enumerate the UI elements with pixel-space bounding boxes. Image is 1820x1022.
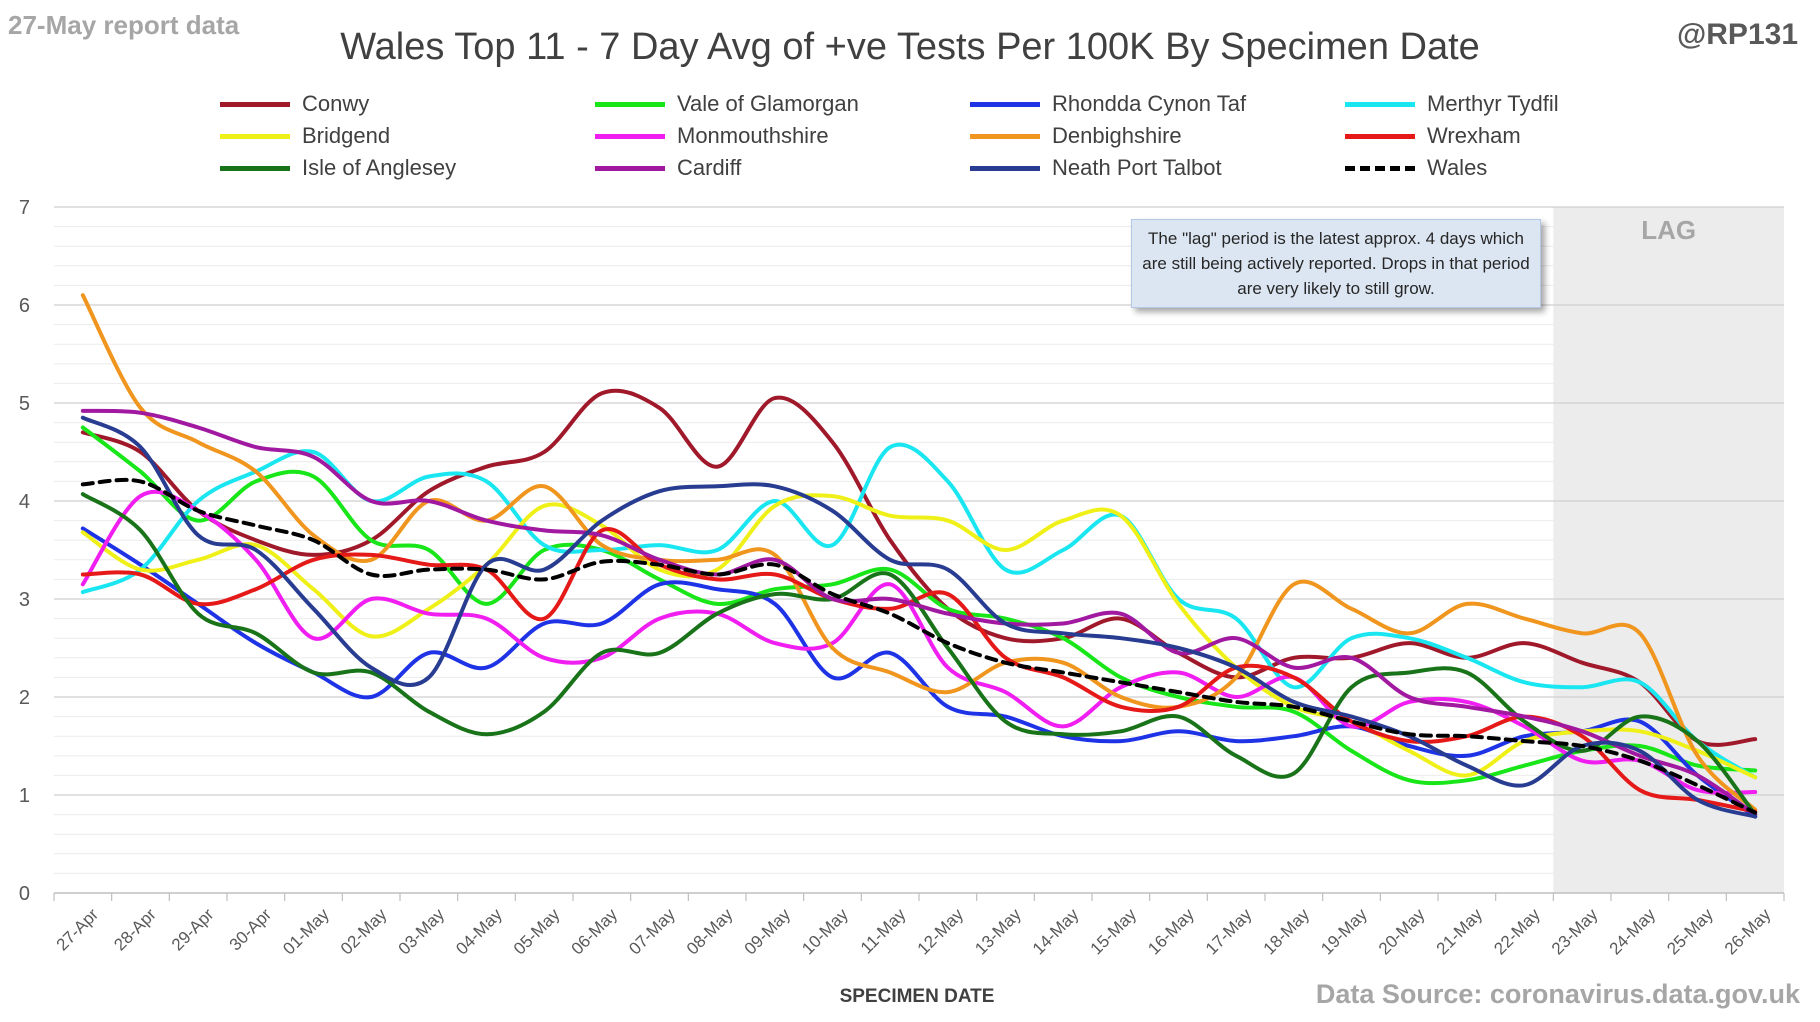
series-line-monmouthshire <box>80 489 1758 795</box>
legend-swatch <box>1345 133 1415 139</box>
legend-swatch <box>970 133 1040 139</box>
legend-swatch <box>1345 101 1415 107</box>
legend-item: Isle of Anglesey <box>220 154 595 182</box>
legend-label: Neath Port Talbot <box>1052 155 1222 180</box>
series-line-rhondda-cynon-taf <box>80 526 1758 819</box>
y-tick-label: 6 <box>19 295 30 317</box>
x-tick-label: 22-May <box>1490 905 1544 959</box>
legend-item: Vale of Glamorgan <box>595 90 970 118</box>
series-line-vale-of-glamorgan <box>80 425 1758 786</box>
legend-swatch <box>1345 165 1415 171</box>
legend-swatch <box>595 165 665 171</box>
legend-label: Isle of Anglesey <box>302 155 457 180</box>
legend-item: Conwy <box>220 90 595 118</box>
chart-legend: Conwy Vale of Glamorgan Rhondda Cynon Taf M… <box>220 90 1700 182</box>
series-line-wales <box>80 477 1758 815</box>
lag-label: LAG <box>1641 215 1696 245</box>
series-line-bridgend <box>80 493 1758 780</box>
legend-swatch <box>220 165 290 171</box>
legend-swatch <box>970 101 1040 107</box>
x-tick-label: 01-May <box>279 905 333 959</box>
series-line-isle-of-anglesey <box>80 492 1758 817</box>
x-tick-label: 30-Apr <box>226 905 276 955</box>
x-tick-label: 26-May <box>1721 905 1775 959</box>
legend-swatch <box>220 133 290 139</box>
lag-annotation: The "lag" period is the latest approx. 4… <box>1131 219 1541 308</box>
x-tick-label: 11-May <box>857 905 910 958</box>
legend-item: Rhondda Cynon Taf <box>970 90 1345 118</box>
lag-band <box>1553 207 1784 893</box>
series-line-cardiff <box>80 408 1758 817</box>
x-tick-label: 27-Apr <box>53 905 103 955</box>
x-tick-label: 12-May <box>914 905 968 959</box>
legend-label: Wales <box>1427 155 1488 180</box>
x-tick-label: 24-May <box>1606 905 1660 959</box>
x-tick-label: 19-May <box>1317 905 1371 959</box>
legend-label: Cardiff <box>677 155 742 180</box>
x-tick-label: 21-May <box>1433 905 1487 959</box>
chart-title: Wales Top 11 - 7 Day Avg of +ve Tests Pe… <box>340 26 1480 68</box>
series-line-conwy <box>80 388 1758 747</box>
x-tick-label: 05-May <box>510 905 564 959</box>
y-tick-label: 5 <box>19 393 30 415</box>
legend-label: Rhondda Cynon Taf <box>1052 91 1247 116</box>
series-line-neath-port-talbot <box>80 415 1758 819</box>
x-tick-label: 28-Apr <box>110 905 160 955</box>
legend-swatch <box>220 101 290 107</box>
x-tick-label: 20-May <box>1375 905 1429 959</box>
y-tick-label: 4 <box>19 491 30 513</box>
legend-label: Merthyr Tydfil <box>1427 91 1559 116</box>
y-tick-label: 7 <box>19 197 30 219</box>
x-tick-label: 04-May <box>452 905 506 959</box>
y-tick-label: 2 <box>19 687 30 709</box>
legend-label: Wrexham <box>1427 123 1521 148</box>
data-source: Data Source: coronavirus.data.gov.uk <box>1315 979 1800 1009</box>
legend-item: Wales <box>1345 154 1720 182</box>
x-tick-label: 17-May <box>1202 905 1256 959</box>
legend-label: Bridgend <box>302 123 391 148</box>
x-tick-label: 03-May <box>395 905 449 959</box>
x-tick-label: 09-May <box>741 905 795 959</box>
legend-label: Monmouthshire <box>677 123 829 148</box>
x-tick-label: 18-May <box>1260 905 1314 959</box>
report-date-label: 27-May report data <box>8 10 240 40</box>
legend-swatch <box>595 133 665 139</box>
x-axis-title: SPECIMEN DATE <box>840 986 995 1007</box>
legend-item: Merthyr Tydfil <box>1345 90 1720 118</box>
legend-item: Denbighshire <box>970 122 1345 150</box>
x-tick-label: 08-May <box>683 905 737 959</box>
legend-item: Bridgend <box>220 122 595 150</box>
legend-item: Cardiff <box>595 154 970 182</box>
legend-label: Vale of Glamorgan <box>677 91 859 116</box>
y-tick-label: 3 <box>19 589 30 611</box>
x-tick-label: 10-May <box>798 905 852 959</box>
legend-item: Neath Port Talbot <box>970 154 1345 182</box>
y-tick-label: 1 <box>19 785 30 807</box>
y-tick-label: 0 <box>19 883 30 905</box>
x-tick-label: 29-Apr <box>168 905 218 955</box>
legend-item: Wrexham <box>1345 122 1720 150</box>
x-tick-label: 23-May <box>1548 905 1602 959</box>
x-tick-label: 14-May <box>1029 905 1083 959</box>
x-tick-label: 07-May <box>625 905 679 959</box>
x-tick-label: 13-May <box>971 905 1025 959</box>
author-handle: @RP131 <box>1677 18 1798 51</box>
legend-label: Conwy <box>302 91 370 116</box>
legend-swatch <box>970 165 1040 171</box>
x-tick-label: 06-May <box>568 905 622 959</box>
legend-label: Denbighshire <box>1052 123 1182 148</box>
x-tick-label: 25-May <box>1663 905 1717 959</box>
x-tick-label: 02-May <box>337 905 391 959</box>
x-tick-label: 16-May <box>1144 905 1198 959</box>
x-tick-label: 15-May <box>1087 905 1141 959</box>
legend-swatch <box>595 101 665 107</box>
series-line-denbighshire <box>80 293 1758 812</box>
legend-item: Monmouthshire <box>595 122 970 150</box>
